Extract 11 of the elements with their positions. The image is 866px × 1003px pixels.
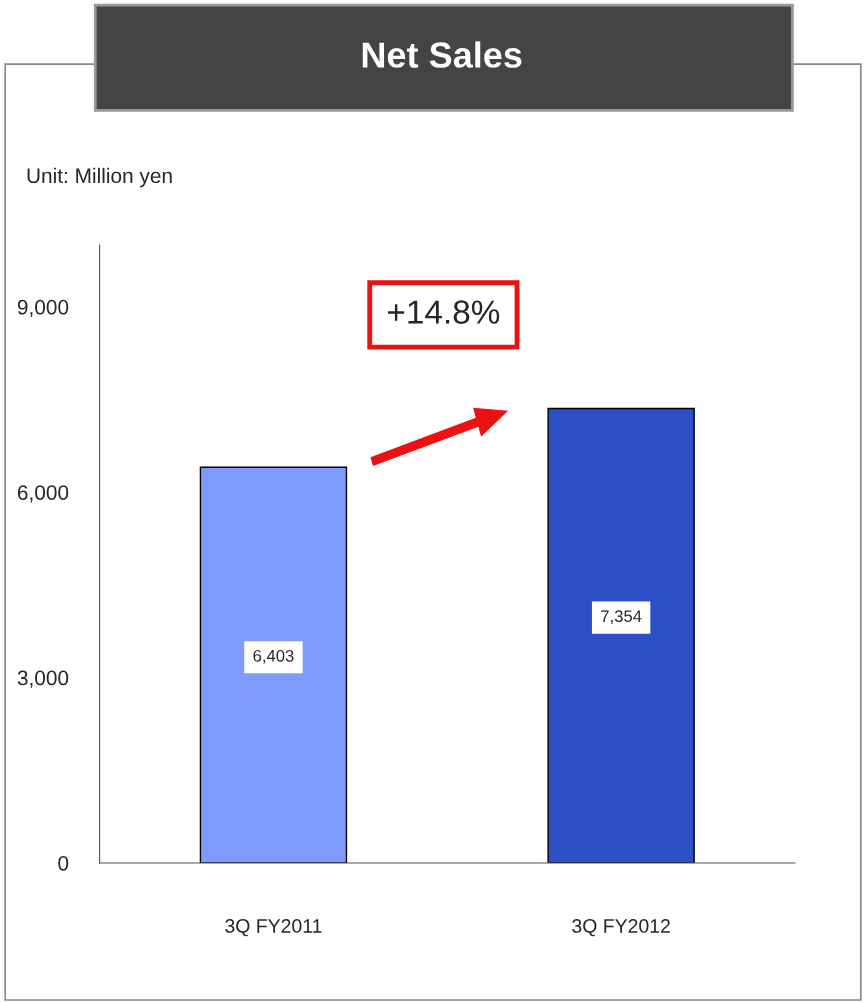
data-label: 6,403 — [253, 649, 294, 664]
y-tick-label: 9,000 — [17, 299, 69, 318]
annotation: +14.8% — [388, 300, 500, 324]
x-tick-label: 3Q FY2012 — [572, 919, 670, 937]
data-label: 7,354 — [601, 610, 642, 625]
y-tick-label: 0 — [58, 855, 69, 871]
y-tick-label: 6,000 — [17, 485, 69, 503]
text: Unit: Million yen — [27, 167, 172, 188]
chart-title: Net Sales — [362, 41, 522, 68]
x-tick-label: 3Q FY2011 — [225, 919, 322, 937]
y-tick-label: 3,000 — [17, 670, 69, 688]
